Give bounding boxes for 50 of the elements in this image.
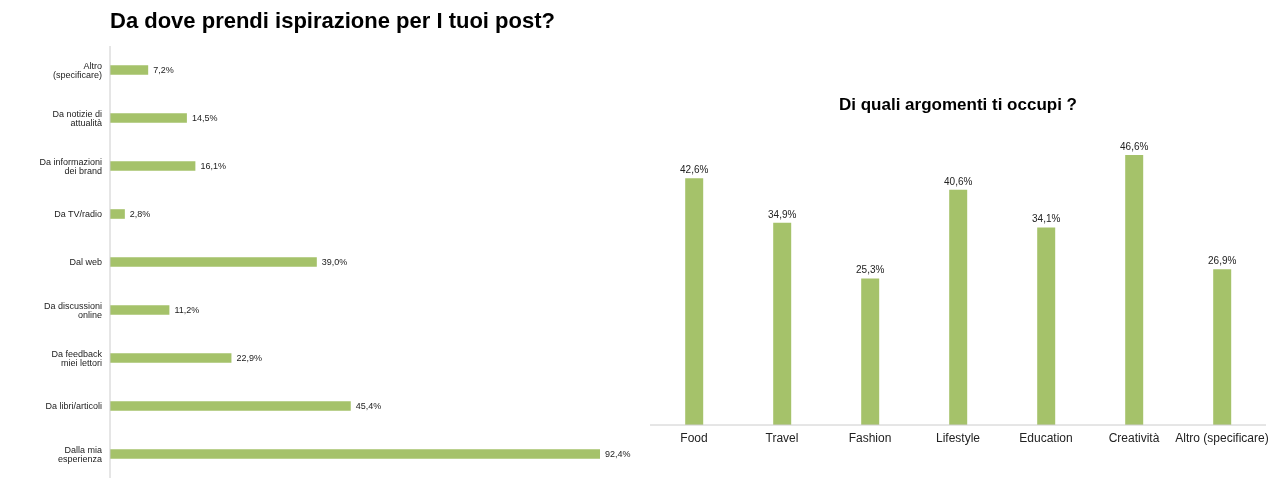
y-tick-label: Da discussioni online [43, 300, 102, 320]
chart-title: Da dove prendi ispirazione per I tuoi post? [110, 7, 556, 35]
data-label: 34,1% [1032, 213, 1061, 225]
x-tick-label: Food [680, 430, 708, 445]
x-tick-label: Fashion [848, 430, 892, 445]
bar [110, 65, 149, 75]
x-tick-label: Altro (specificare) [1175, 430, 1269, 445]
data-label: 42,6% [680, 164, 709, 176]
bar [685, 178, 704, 425]
data-label: 45,4% [355, 401, 382, 412]
y-tick-label: Da TV/radio [54, 209, 102, 220]
data-label: 39,0% [321, 257, 348, 268]
data-label: 92,4% [605, 449, 631, 460]
data-label: 2,8% [129, 209, 151, 220]
data-label: 34,9% [768, 208, 797, 220]
bar [110, 401, 351, 411]
data-label: 14,5% [191, 113, 218, 124]
bar [110, 161, 196, 171]
y-tick-label: Dal web [69, 257, 102, 268]
bar [110, 209, 125, 219]
bar [110, 305, 170, 315]
data-label: 7,2% [153, 65, 174, 76]
data-label: 16,1% [200, 161, 226, 172]
data-label: 40,6% [944, 175, 973, 187]
x-tick-label: Creatività [1108, 430, 1160, 445]
y-tick-label: Da libri/articoli [45, 401, 102, 412]
bar [949, 189, 968, 425]
bar [110, 113, 187, 123]
data-label: 11,2% [174, 305, 200, 316]
data-label: 22,9% [236, 353, 262, 364]
y-tick-label: Dalla mia esperienza [57, 444, 102, 464]
bar [110, 257, 317, 267]
bar [773, 222, 792, 425]
data-label: 46,6% [1120, 141, 1149, 152]
y-tick-label: Da informazioni dei brand [39, 156, 102, 176]
x-tick-label: Lifestyle [935, 430, 981, 445]
y-tick-label: Altro (specificare) [52, 60, 102, 80]
bar [1213, 269, 1232, 425]
chart-title: Di quali argomenti ti occupi ? [838, 95, 1078, 116]
data-label: 25,3% [856, 264, 885, 276]
y-tick-label: Da feedback miei lettori [51, 348, 103, 368]
data-label: 26,9% [1208, 255, 1237, 267]
bar [110, 353, 232, 363]
bar [1125, 155, 1144, 425]
x-tick-label: Travel [765, 430, 799, 445]
bar [110, 449, 600, 459]
y-tick-label: Da notizie di attualità [52, 108, 102, 128]
bar [1037, 227, 1056, 425]
bar [861, 278, 880, 425]
x-tick-label: Education [1019, 430, 1073, 445]
